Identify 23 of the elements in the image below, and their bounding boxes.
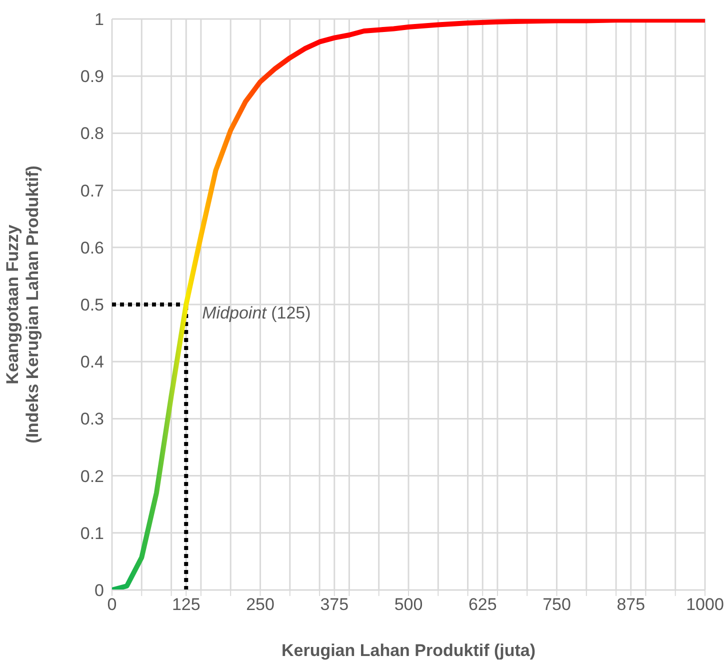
y-tick-label: 0.8	[80, 124, 104, 144]
x-tick-label: 750	[542, 595, 571, 614]
x-tick-label: 1000	[686, 595, 724, 614]
x-tick-label: 0	[107, 595, 117, 614]
x-tick-label: 875	[616, 595, 646, 614]
y-tick-label: 0.1	[80, 524, 104, 543]
x-tick-label: 250	[246, 595, 274, 614]
y-tick-label: 0.6	[80, 238, 104, 258]
y-tick-label: 1	[94, 10, 104, 30]
y-tick-label: 0.3	[80, 410, 104, 429]
y-axis-title: Keanggotaan Fuzzy (Indeks Kerugian Lahan Produktif)	[3, 166, 42, 444]
y-tick-label: 0.2	[80, 466, 104, 486]
x-tick-label: 500	[394, 595, 423, 614]
y-tick-label: 0	[94, 581, 104, 600]
x-tick-label: 125	[172, 595, 200, 614]
y-tick-label: 0.7	[80, 181, 104, 200]
y-tick-label: 0.4	[80, 352, 104, 372]
x-axis-title: Kerugian Lahan Produktif (juta)	[281, 641, 536, 660]
x-tick-label: 625	[468, 595, 497, 614]
annotation: Midpoint (125)	[202, 304, 311, 322]
x-tick-label: 375	[320, 595, 349, 614]
y-tick-label: 0.9	[80, 67, 104, 86]
y-tick-label: 0.5	[80, 296, 104, 315]
